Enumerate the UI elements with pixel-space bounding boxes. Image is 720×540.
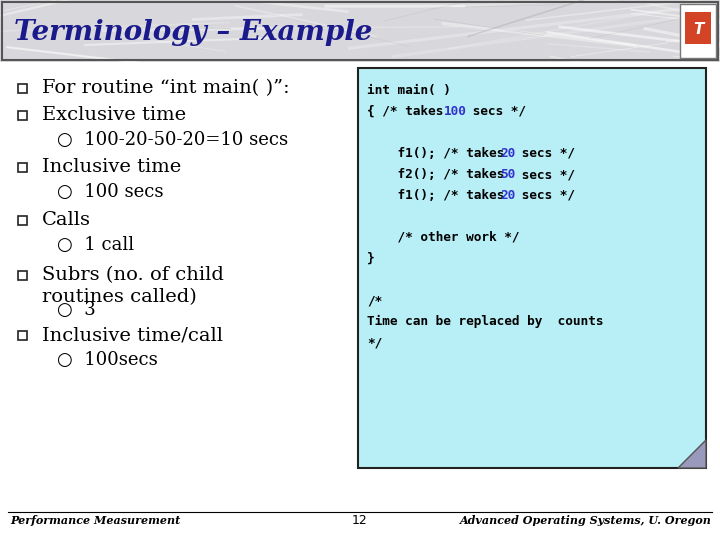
Text: For routine “int main( )”:: For routine “int main( )”: xyxy=(42,79,289,97)
Polygon shape xyxy=(678,440,706,468)
Text: ○  1 call: ○ 1 call xyxy=(57,236,134,254)
Text: secs */: secs */ xyxy=(514,147,575,160)
Text: /*: /* xyxy=(367,294,382,307)
Text: Advanced Operating Systems, U. Oregon: Advanced Operating Systems, U. Oregon xyxy=(460,515,712,525)
Text: ○  100 secs: ○ 100 secs xyxy=(57,183,163,201)
Text: /* other work */: /* other work */ xyxy=(367,231,520,244)
Text: Inclusive time/call: Inclusive time/call xyxy=(42,326,223,344)
Text: Inclusive time: Inclusive time xyxy=(42,158,181,176)
Text: Time can be replaced by  counts: Time can be replaced by counts xyxy=(367,315,603,328)
Text: ○  100-20-50-20=10 secs: ○ 100-20-50-20=10 secs xyxy=(57,131,288,149)
Text: secs */: secs */ xyxy=(514,189,575,202)
Text: { /* takes: { /* takes xyxy=(367,105,451,118)
Text: Calls: Calls xyxy=(42,211,91,229)
Bar xyxy=(17,84,27,92)
Text: T: T xyxy=(693,23,703,37)
Bar xyxy=(680,4,716,58)
Text: 20: 20 xyxy=(500,189,516,202)
Text: routines called): routines called) xyxy=(42,288,197,306)
Bar xyxy=(17,111,27,119)
Bar xyxy=(0,0,720,62)
Text: f1(); /* takes: f1(); /* takes xyxy=(367,147,512,160)
Text: */: */ xyxy=(367,336,382,349)
Text: }: } xyxy=(367,252,374,265)
Bar xyxy=(17,330,27,340)
Bar xyxy=(17,271,27,280)
Text: ○  3: ○ 3 xyxy=(57,301,96,319)
Text: secs */: secs */ xyxy=(514,168,575,181)
Text: 12: 12 xyxy=(352,514,368,526)
Text: ○  100secs: ○ 100secs xyxy=(57,351,158,369)
Bar xyxy=(17,215,27,225)
Text: f2(); /* takes: f2(); /* takes xyxy=(367,168,512,181)
Text: Terminology – Example: Terminology – Example xyxy=(14,18,372,45)
Bar xyxy=(2,2,718,60)
Bar xyxy=(358,68,706,468)
Text: 20: 20 xyxy=(500,147,516,160)
Text: 100: 100 xyxy=(444,105,467,118)
Text: Performance Measurement: Performance Measurement xyxy=(10,515,180,525)
Text: Subrs (no. of child: Subrs (no. of child xyxy=(42,266,224,284)
Text: Exclusive time: Exclusive time xyxy=(42,106,186,124)
Bar xyxy=(17,163,27,172)
Bar xyxy=(685,12,711,44)
Text: f1(); /* takes: f1(); /* takes xyxy=(367,189,512,202)
Text: secs */: secs */ xyxy=(465,105,526,118)
Text: int main( ): int main( ) xyxy=(367,84,451,97)
Text: 50: 50 xyxy=(500,168,516,181)
